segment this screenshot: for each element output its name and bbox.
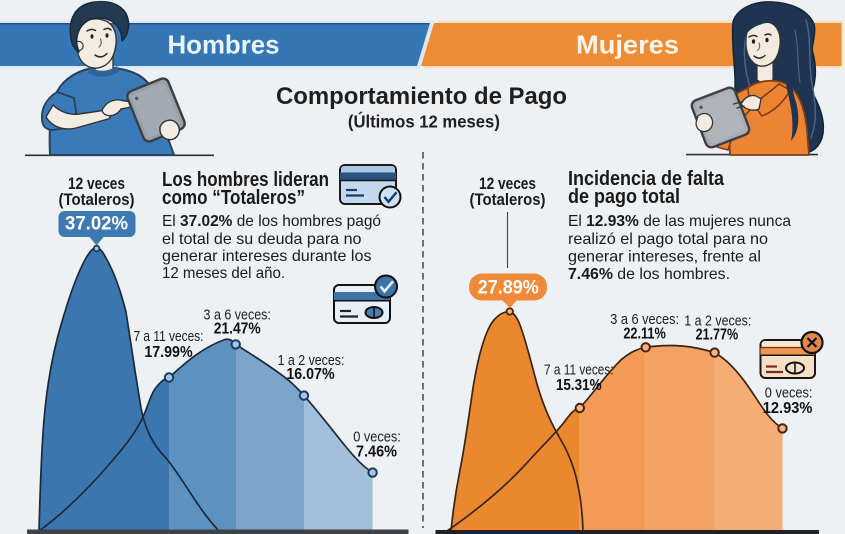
svg-text:21.77%: 21.77% <box>696 327 739 344</box>
svg-text:Mujeres: Mujeres <box>576 30 679 60</box>
svg-text:(Totaleros): (Totaleros) <box>59 190 135 209</box>
svg-text:3 a 6 veces:: 3 a 6 veces: <box>204 307 271 323</box>
svg-text:7.46% de los hombres.: 7.46% de los hombres. <box>568 266 730 283</box>
svg-text:realizó el pago total para no: realizó el pago total para no <box>568 231 768 248</box>
svg-text:27.89%: 27.89% <box>478 278 539 299</box>
svg-text:Comportamiento de Pago: Comportamiento de Pago <box>276 83 567 110</box>
svg-text:12 veces: 12 veces <box>68 174 125 193</box>
svg-text:como “Totaleros”: como “Totaleros” <box>162 187 305 209</box>
svg-text:(Totaleros): (Totaleros) <box>470 190 546 209</box>
svg-text:1 a 2 veces:: 1 a 2 veces: <box>278 353 345 369</box>
svg-text:7 a 11 veces:: 7 a 11 veces: <box>544 363 614 379</box>
svg-text:El 12.93% de las mujeres nunca: El 12.93% de las mujeres nunca <box>568 213 791 230</box>
svg-text:7.46%: 7.46% <box>356 444 397 461</box>
svg-text:Hombres: Hombres <box>168 30 280 60</box>
svg-text:21.47%: 21.47% <box>214 321 261 338</box>
svg-text:generar intereses durante los: generar intereses durante los <box>162 248 372 265</box>
svg-text:el total de su deuda para no: el total de su deuda para no <box>162 231 362 248</box>
svg-text:37.02%: 37.02% <box>65 214 128 235</box>
svg-text:22.11%: 22.11% <box>623 326 666 343</box>
svg-text:generar intereses, frente al: generar intereses, frente al <box>568 249 761 266</box>
svg-text:12.93%: 12.93% <box>763 400 813 417</box>
svg-text:1 a 2 veces:: 1 a 2 veces: <box>684 313 751 329</box>
svg-text:17.99%: 17.99% <box>144 344 192 361</box>
svg-text:de pago total: de pago total <box>568 186 680 208</box>
svg-text:El 37.02% de los hombres pagó: El 37.02% de los hombres pagó <box>162 213 381 230</box>
svg-text:(Últimos 12 meses): (Últimos 12 meses) <box>348 111 500 132</box>
svg-text:0 veces:: 0 veces: <box>765 386 813 402</box>
svg-text:Los hombres lideran: Los hombres lideran <box>162 169 329 191</box>
svg-text:7 a 11 veces:: 7 a 11 veces: <box>134 329 204 345</box>
svg-text:12 meses del año.: 12 meses del año. <box>162 265 285 282</box>
svg-text:0 veces:: 0 veces: <box>353 430 401 446</box>
svg-text:12 veces: 12 veces <box>479 174 536 193</box>
svg-text:Incidencia de falta: Incidencia de falta <box>568 168 725 190</box>
svg-text:15.31%: 15.31% <box>556 377 602 394</box>
svg-text:16.07%: 16.07% <box>286 366 334 383</box>
svg-text:3 a 6 veces:: 3 a 6 veces: <box>610 312 679 328</box>
